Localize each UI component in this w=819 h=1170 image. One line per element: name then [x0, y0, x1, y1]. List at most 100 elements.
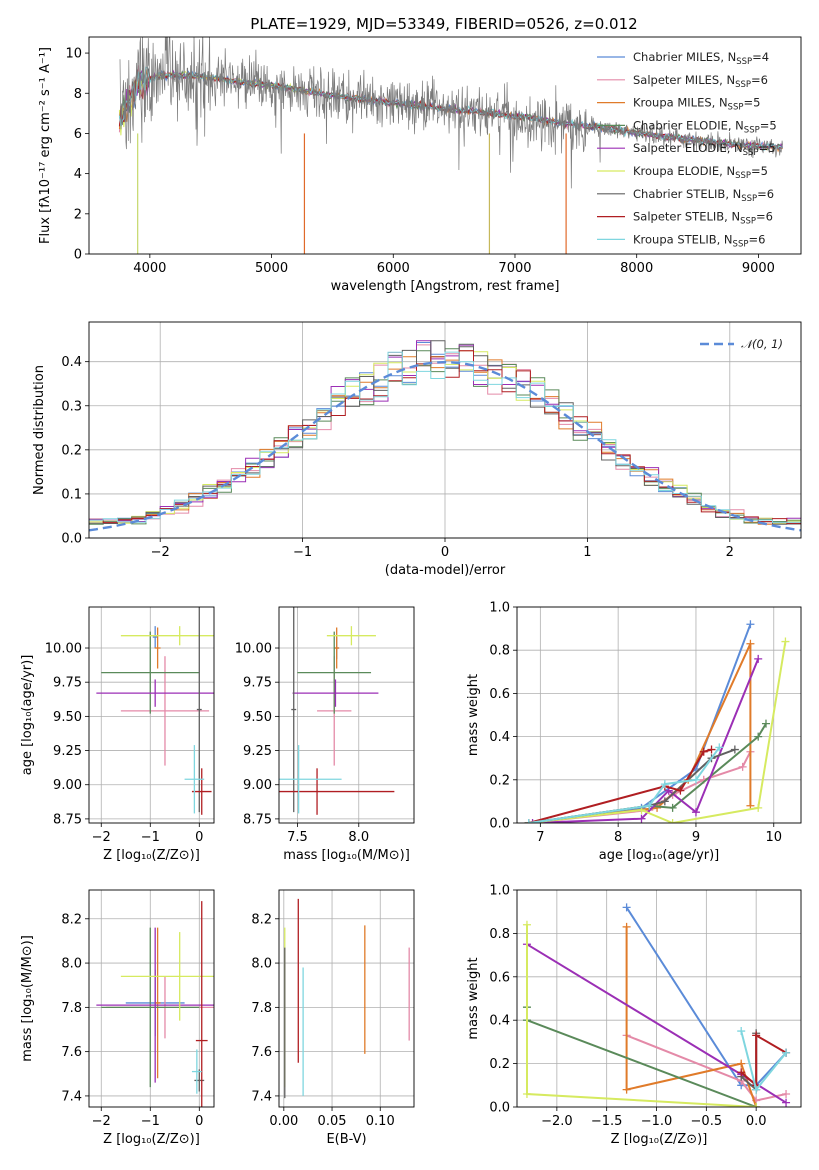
- y-tick-label: 0: [74, 248, 82, 263]
- legend-label: Chabrier STELIB, NSSP=6: [633, 187, 774, 204]
- y-tick-label: 0.3: [61, 399, 82, 414]
- x-tick-label: −1.5: [591, 1114, 623, 1129]
- x-axis-label: age [log₁₀(age/yr)]: [599, 848, 720, 863]
- y-tick-label: 0.2: [489, 1057, 510, 1072]
- data-point-marker: [691, 775, 700, 784]
- legend-label: Salpeter ELODIE, NSSP=5: [633, 141, 776, 158]
- plot-area-spectrum: [118, 37, 783, 254]
- legend-label: Salpeter STELIB, NSSP=6: [633, 210, 773, 227]
- y-axis-label: Normed distribution: [32, 365, 47, 495]
- figure-title: PLATE=1929, MJD=53349, FIBERID=0526, z=0…: [250, 15, 637, 33]
- y-tick-label: 0.4: [489, 730, 510, 745]
- x-tick-label: 6000: [377, 261, 410, 276]
- x-tick-label: 9: [692, 830, 700, 845]
- y-tick-label: 8.75: [53, 812, 82, 827]
- y-tick-label: 0.8: [489, 927, 510, 942]
- y-tick-label: 0.1: [61, 487, 82, 502]
- data-point-marker: [660, 780, 669, 789]
- y-tick-label: 7.6: [251, 1045, 272, 1060]
- y-tick-label: 0.6: [489, 687, 510, 702]
- data-point-marker: [668, 819, 677, 823]
- y-tick-label: 0.4: [489, 1014, 510, 1029]
- data-point-marker: [737, 1027, 746, 1036]
- x-axis-label: E(B-V): [326, 1132, 366, 1147]
- plot-area-mass-vs-Z: [96, 901, 214, 1107]
- data-point-marker: [752, 1085, 761, 1094]
- plot-frame: [516, 606, 802, 824]
- y-tick-label: 0.0: [489, 1101, 510, 1116]
- data-point-marker: [645, 801, 654, 810]
- plot-frame: [278, 889, 415, 1108]
- y-tick-label: 10.00: [45, 642, 82, 657]
- plot-frame: [516, 889, 802, 1108]
- legend-label: Kroupa MILES, NSSP=5: [633, 96, 760, 113]
- y-tick-label: 8.2: [61, 912, 82, 927]
- plot-area-age-vs-Z: [96, 607, 214, 815]
- plot-frame: [278, 606, 415, 824]
- axes-age-vs-mass: 7.5 8.0 8.75 9.00 9.25 9.50 9.75 10.00 mass [log…: [235, 606, 415, 863]
- y-tick-label: 1.0: [489, 601, 510, 616]
- y-tick-label: 1.0: [489, 884, 510, 899]
- x-tick-label: 8000: [620, 261, 653, 276]
- data-point-marker: [782, 1098, 791, 1107]
- y-tick-label: 9.75: [53, 676, 82, 691]
- x-tick-label: 0.00: [269, 1114, 298, 1129]
- data-point-marker: [737, 1059, 746, 1068]
- y-tick-label: 8.0: [251, 957, 272, 972]
- plot-area-age-vs-mass: [279, 607, 395, 815]
- y-axis-label: mass [log₁₀(M/M⊙)]: [20, 935, 35, 1062]
- mass-weight-series: [532, 658, 760, 823]
- x-tick-label: 2: [726, 545, 734, 560]
- y-tick-label: 6: [74, 127, 82, 142]
- y-tick-label: 9.00: [53, 778, 82, 793]
- data-point-marker: [781, 637, 790, 646]
- mass-weight-series: [528, 643, 752, 823]
- data-point-marker: [653, 803, 662, 812]
- spectrum-legend: Chabrier MILES, NSSP=4 Salpeter MILES, NS…: [597, 50, 777, 249]
- data-point-marker: [699, 747, 708, 756]
- y-tick-label: 7.4: [61, 1089, 82, 1104]
- mass-weight-series: [626, 1034, 787, 1102]
- data-point-marker: [707, 745, 716, 754]
- x-tick-label: 10: [765, 830, 782, 845]
- y-axis-label: mass weight: [466, 674, 481, 756]
- y-tick-label: 8.2: [251, 912, 272, 927]
- data-point-marker: [746, 639, 755, 648]
- y-axis-label: age [log₁₀(age/yr)]: [20, 655, 35, 776]
- mass-weight-series: [625, 926, 758, 1107]
- x-tick-label: 8.0: [348, 830, 369, 845]
- plot-area-mass-weight-vs-Z: [522, 903, 791, 1107]
- chart-layer: 4000 5000 6000 7000 8000 90000246810wavelengt…: [20, 36, 802, 1147]
- x-tick-label: −2.0: [541, 1114, 573, 1129]
- data-point-marker: [522, 1089, 531, 1098]
- data-point-marker: [676, 786, 685, 795]
- y-tick-label: 9.00: [243, 778, 272, 793]
- x-tick-label: −2: [92, 1114, 111, 1129]
- plot-frame: [88, 321, 802, 539]
- legend-label: Chabrier ELODIE, NSSP=5: [633, 118, 777, 135]
- x-tick-label: 0: [441, 545, 449, 560]
- data-point-marker: [524, 819, 533, 823]
- y-tick-label: 0.2: [489, 773, 510, 788]
- plot-frame: [88, 606, 215, 824]
- data-point-marker: [761, 719, 770, 728]
- data-point-marker: [691, 808, 700, 817]
- data-point-marker: [528, 819, 537, 823]
- x-tick-label: 0: [195, 830, 203, 845]
- x-axis-label: Z [log₁₀(Z/Z⊙)]: [103, 848, 200, 863]
- y-axis-label: Flux [fλ10⁻¹⁷ erg cm⁻² s⁻¹ A⁻¹]: [38, 47, 53, 244]
- x-tick-label: 4000: [133, 261, 166, 276]
- y-tick-label: 9.50: [243, 710, 272, 725]
- y-tick-label: 2: [74, 207, 82, 222]
- data-point-marker: [754, 732, 763, 741]
- data-point-marker: [522, 920, 531, 929]
- x-axis-label: Z [log₁₀(Z/Z⊙)]: [103, 1132, 200, 1147]
- data-point-marker: [782, 1089, 791, 1098]
- x-tick-label: −2: [151, 545, 170, 560]
- x-tick-label: −1: [141, 1114, 160, 1129]
- y-tick-label: 10.00: [235, 642, 272, 657]
- data-point-marker: [752, 1103, 761, 1107]
- data-point-marker: [730, 745, 739, 754]
- data-point-marker: [622, 1085, 631, 1094]
- data-point-marker: [622, 922, 631, 931]
